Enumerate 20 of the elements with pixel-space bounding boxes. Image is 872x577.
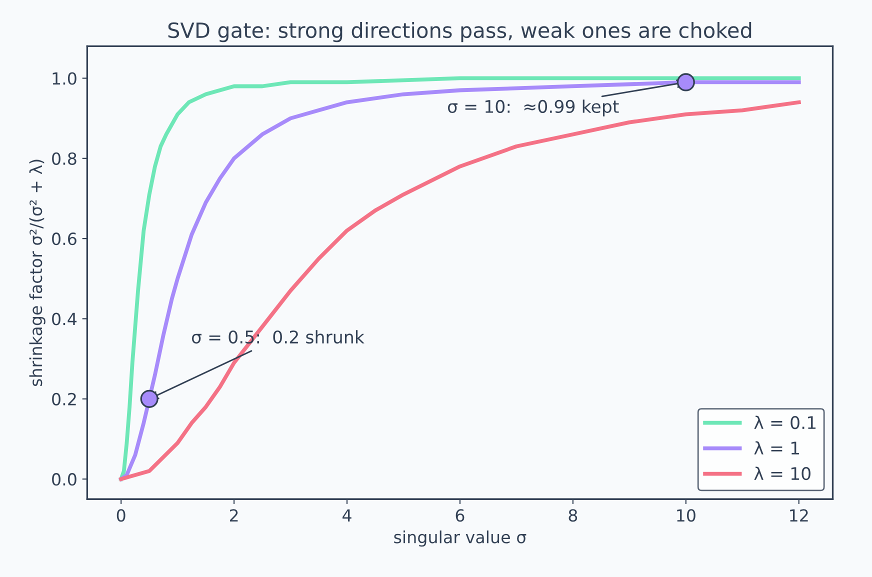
x-tick-label: 0 [116, 509, 126, 522]
legend-label: λ = 10 [754, 466, 810, 480]
y-tick-label: 0.8 [52, 152, 76, 165]
y-tick-label: 0.6 [52, 232, 76, 246]
x-tick-label: 2 [230, 509, 238, 522]
x-tick-label: 12 [790, 509, 808, 522]
legend-label: λ = 1 [754, 441, 799, 454]
legend-label: λ = 0.1 [754, 416, 816, 430]
y-tick-label: 0.0 [52, 473, 76, 486]
x-tick-label: 8 [568, 509, 578, 522]
x-tick-label: 4 [342, 509, 352, 522]
chart-title: SVD gate: strong directions pass, weak ones are choked [168, 22, 752, 42]
y-tick-label: 1.0 [52, 72, 76, 85]
y-axis-title: shrinkage factor σ²/(σ² + λ) [29, 160, 46, 386]
y-tick-label: 0.2 [52, 392, 76, 406]
x-axis-title: singular value σ [394, 530, 526, 547]
annotation: σ = 10: ≈0.99 kept [448, 100, 619, 116]
x-tick-label: 6 [456, 509, 464, 522]
y-tick-label: 0.4 [52, 312, 77, 326]
x-tick-label: 10 [677, 509, 696, 522]
